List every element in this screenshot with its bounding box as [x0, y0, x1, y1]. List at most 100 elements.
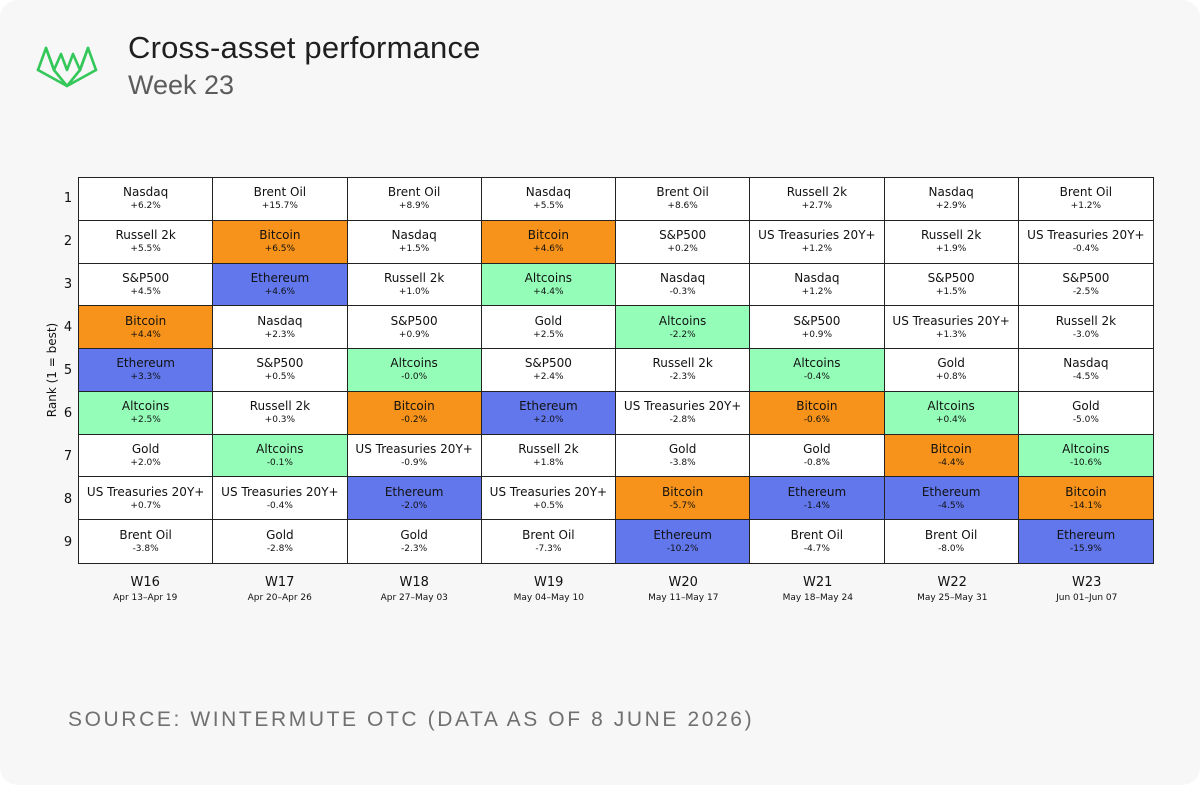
cell-asset-label: Nasdaq: [1063, 356, 1109, 371]
cell-asset-label: US Treasuries 20Y+: [758, 228, 876, 243]
cell-return-value: -2.0%: [401, 500, 428, 511]
grid-cell: US Treasuries 20Y+ -2.8%: [616, 391, 751, 435]
cell-asset-label: Bitcoin: [662, 484, 704, 499]
cell-asset-label: Altcoins: [121, 399, 170, 414]
cell-asset-label: Altcoins: [927, 399, 975, 414]
cell-return-value: +1.2%: [801, 286, 833, 297]
cell-return-value: +1.8%: [533, 458, 564, 469]
cell-asset-label: Russell 2k: [249, 399, 311, 414]
grid-cell: Nasdaq +1.2%: [750, 263, 885, 307]
grid-cell: Gold -3.8%: [616, 434, 751, 478]
cell-asset-label: Brent Oil: [1059, 185, 1113, 200]
week-date-range: Jun 01–Jun 07: [1056, 593, 1118, 603]
grid-cell: Brent Oil +15.7%: [213, 178, 348, 221]
cell-asset-label: US Treasuries 20Y+: [221, 484, 339, 499]
rank-label: 2: [63, 234, 73, 249]
grid-cell: Ethereum +2.0%: [481, 391, 616, 435]
grid-cell: Bitcoin -14.1%: [1018, 477, 1153, 521]
grid-cell: Brent Oil +8.6%: [616, 178, 751, 221]
week-tick: W22 May 25–May 31: [885, 575, 1020, 604]
grid-cell: Russell 2k +2.7%: [750, 178, 885, 221]
cell-asset-label: Nasdaq: [391, 228, 437, 243]
cell-asset-label: Russell 2k: [920, 228, 982, 243]
cell-return-value: -0.0%: [401, 372, 428, 383]
grid-cell: Nasdaq +1.5%: [347, 220, 482, 264]
cell-return-value: +1.5%: [398, 244, 430, 255]
grid-cell: Ethereum +3.3%: [79, 349, 214, 392]
grid-cell: US Treasuries 20Y+ -0.4%: [213, 477, 348, 521]
grid-cell: Ethereum +4.6%: [213, 263, 348, 307]
cell-asset-label: US Treasuries 20Y+: [489, 484, 608, 499]
cell-asset-label: S&P500: [122, 270, 170, 285]
grid-cell: Bitcoin -0.6%: [750, 391, 885, 435]
cell-return-value: +8.6%: [667, 201, 698, 212]
cell-asset-label: S&P500: [659, 228, 707, 243]
rank-label: 1: [63, 191, 73, 206]
cell-asset-label: Nasdaq: [123, 185, 169, 200]
cell-return-value: +0.4%: [935, 415, 967, 426]
grid-cell: Brent Oil +8.9%: [347, 178, 482, 221]
cell-asset-label: Russell 2k: [383, 270, 445, 285]
grid-cell: Russell 2k +5.5%: [79, 220, 214, 264]
grid-cell: S&P500 +4.5%: [79, 263, 214, 307]
cell-return-value: +4.4%: [533, 286, 564, 297]
cell-asset-label: Bitcoin: [125, 313, 167, 328]
cell-asset-label: Ethereum: [787, 484, 847, 499]
grid-cell: Altcoins -0.4%: [750, 349, 885, 392]
grid-cell: Gold -5.0%: [1018, 391, 1153, 435]
cell-asset-label: Bitcoin: [393, 399, 435, 414]
week-tick-label: W21: [803, 575, 833, 590]
cell-asset-label: Gold: [1072, 399, 1100, 414]
cell-asset-label: US Treasuries 20Y+: [623, 399, 742, 414]
cell-asset-label: Bitcoin: [796, 399, 838, 414]
grid-cell: Ethereum -1.4%: [750, 477, 885, 521]
grid-cell: S&P500 +2.4%: [481, 349, 616, 392]
cell-asset-label: Nasdaq: [660, 270, 706, 285]
week-tick: W17 Apr 20–Apr 26: [213, 575, 348, 604]
cell-return-value: -5.0%: [1072, 415, 1099, 426]
cell-return-value: +2.3%: [264, 329, 296, 340]
cell-return-value: +0.5%: [533, 500, 564, 511]
cell-asset-label: Bitcoin: [1065, 484, 1107, 499]
cell-return-value: +6.5%: [264, 244, 296, 255]
cell-return-value: -15.9%: [1069, 544, 1102, 555]
grid-cell: Gold +2.5%: [481, 306, 616, 350]
week-axis: W16 Apr 13–Apr 19 W17 Apr 20–Apr 26 W18 Apr 2…: [78, 575, 1154, 611]
grid-cell: Altcoins +2.5%: [79, 391, 214, 435]
cell-return-value: +0.7%: [130, 500, 161, 511]
grid-cell: US Treasuries 20Y+ -0.4%: [1018, 220, 1153, 264]
cell-return-value: -3.0%: [1072, 329, 1099, 340]
week-tick: W20 May 11–May 17: [616, 575, 751, 604]
week-tick: W21 May 18–May 24: [751, 575, 886, 604]
page-subtitle: Week 23: [128, 70, 235, 100]
cell-return-value: -10.6%: [1069, 458, 1102, 469]
cell-asset-label: Gold: [400, 528, 428, 543]
cell-asset-label: Brent Oil: [656, 185, 709, 200]
cell-asset-label: Russell 2k: [518, 442, 579, 457]
grid-cell: US Treasuries 20Y+ +1.2%: [750, 220, 885, 264]
cell-asset-label: Ethereum: [1056, 528, 1116, 543]
week-date-range: Apr 13–Apr 19: [113, 593, 178, 603]
cell-return-value: +2.0%: [533, 415, 564, 426]
cell-return-value: +2.9%: [935, 201, 967, 212]
grid-cell: Russell 2k -3.0%: [1018, 306, 1153, 350]
cell-asset-label: US Treasuries 20Y+: [1027, 228, 1145, 243]
cell-return-value: +1.0%: [398, 286, 430, 297]
cell-asset-label: Russell 2k: [786, 185, 848, 200]
cell-asset-label: Altcoins: [793, 356, 841, 371]
grid-cell: Russell 2k +1.8%: [481, 434, 616, 478]
cell-asset-label: Brent Oil: [924, 528, 978, 543]
grid-cell: Gold +0.8%: [884, 349, 1019, 392]
week-date-range: May 25–May 31: [917, 593, 988, 603]
cell-asset-label: Ethereum: [250, 270, 310, 285]
grid-cell: Nasdaq +5.5%: [481, 178, 616, 221]
cell-return-value: +0.3%: [264, 415, 296, 426]
grid-cell: Nasdaq +2.3%: [213, 306, 348, 350]
cell-return-value: +5.5%: [533, 201, 564, 212]
grid-cell: Russell 2k +0.3%: [213, 391, 348, 435]
cell-asset-label: Bitcoin: [527, 228, 569, 243]
cell-asset-label: S&P500: [524, 356, 572, 371]
cell-asset-label: Nasdaq: [794, 270, 840, 285]
grid-cell: Russell 2k -2.3%: [616, 349, 751, 392]
cell-return-value: +1.2%: [801, 244, 833, 255]
